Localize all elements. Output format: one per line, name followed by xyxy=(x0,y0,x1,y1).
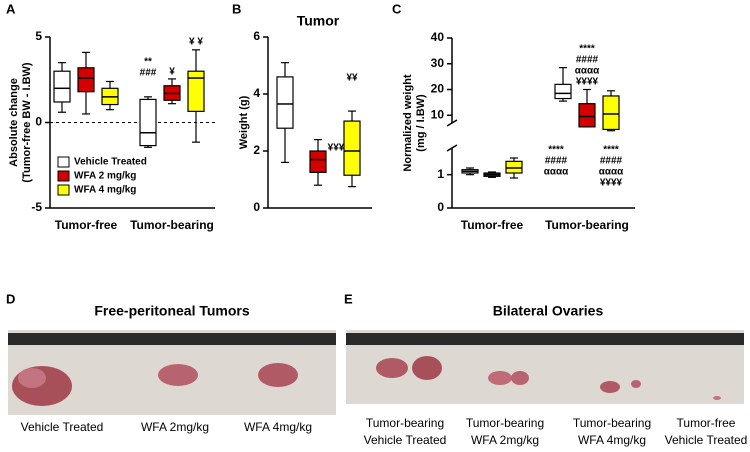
legend-label: Vehicle Treated xyxy=(74,157,147,168)
legend-label: WFA 4 mg/kg xyxy=(74,185,136,196)
panel-label: E xyxy=(344,291,353,306)
photo-caption: Vehicle Treated xyxy=(21,420,104,434)
annotation: #### xyxy=(545,156,568,167)
y-tick-label: 0 xyxy=(253,200,260,214)
annotation: ** xyxy=(144,57,152,68)
photo-title: Bilateral Ovaries xyxy=(493,303,604,319)
y-tick-label: 0 xyxy=(35,115,42,129)
chart: C Normalized weight (mg / I.BW) 0 1 10 20 30 40 T… xyxy=(392,1,635,232)
annotation: **** xyxy=(548,145,564,156)
panel-label: A xyxy=(6,1,16,16)
legend-swatch xyxy=(57,184,70,196)
photo xyxy=(346,330,744,404)
x-tick-label: Tumor-free xyxy=(55,218,118,232)
photo-caption: WFA 2mg/kg xyxy=(471,433,539,447)
box xyxy=(602,95,620,131)
annotation: ¥ ¥ xyxy=(189,37,203,48)
annotation: #### xyxy=(576,55,599,66)
annotation: αααα xyxy=(599,167,624,178)
legend-swatch xyxy=(57,170,70,182)
chart-title: Tumor xyxy=(297,13,340,29)
y-axis-label: Normalized weight xyxy=(402,74,414,172)
x-tick-label: Tumor-bearing xyxy=(130,218,214,232)
annotation: #### xyxy=(600,156,623,167)
y-tick-label: 30 xyxy=(431,56,445,70)
annotation: ¥¥¥¥ xyxy=(576,77,599,88)
y-tick-label: 6 xyxy=(253,29,260,43)
legend-label: WFA 2 mg/kg xyxy=(74,171,136,182)
photo-caption: Vehicle Treated xyxy=(665,433,748,447)
photo-caption: WFA 2mg/kg xyxy=(141,420,209,434)
box xyxy=(343,120,361,176)
photo-caption: Tumor-bearing xyxy=(573,416,651,430)
y-axis-label: (Tumor-free BW - I.BW) xyxy=(21,62,33,183)
annotation: ¥¥¥¥ xyxy=(600,178,623,189)
x-tick-label: Tumor-bearing xyxy=(545,218,629,232)
y-tick-label: 40 xyxy=(431,30,445,44)
panel-label: B xyxy=(232,1,241,16)
y-tick-label: 1 xyxy=(437,167,444,181)
box xyxy=(554,83,572,100)
legend-swatch xyxy=(57,156,70,168)
annotation: **** xyxy=(603,145,619,156)
y-tick-label: 20 xyxy=(431,82,445,96)
panel-label: C xyxy=(392,1,402,16)
photo-caption: Tumor-bearing xyxy=(466,416,544,430)
y-axis-label: Absolute change xyxy=(8,78,20,167)
annotation: αααα xyxy=(544,167,569,178)
photo-caption: WFA 4mg/kg xyxy=(578,433,646,447)
y-axis-label: (mg / I.BW) xyxy=(415,94,427,152)
x-tick-label: Tumor-free xyxy=(461,218,524,232)
y-tick-label: 10 xyxy=(431,107,445,121)
chart: A Absolute change (Tumor-free BW - I.BW) -5… xyxy=(6,1,215,232)
box xyxy=(276,76,294,129)
box xyxy=(77,67,95,93)
box xyxy=(53,70,71,103)
y-tick-label: 4 xyxy=(253,86,260,100)
y-tick-label: 2 xyxy=(253,143,260,157)
photo-caption: WFA 4mg/kg xyxy=(244,420,312,434)
axis-break xyxy=(446,144,458,152)
photo-title: Free-peritoneal Tumors xyxy=(94,303,250,319)
box xyxy=(187,70,205,112)
photo-caption: Vehicle Treated xyxy=(364,433,447,447)
annotation: ¥¥¥ xyxy=(328,143,345,154)
photo-caption: Tumor-free xyxy=(677,416,736,430)
photo-caption: Tumor-bearing xyxy=(366,416,444,430)
photo xyxy=(8,330,336,415)
box xyxy=(578,103,596,128)
box xyxy=(139,98,157,147)
box xyxy=(309,150,327,173)
y-tick-label: 5 xyxy=(35,29,42,43)
y-axis-label: Weight (g) xyxy=(238,95,250,149)
y-tick-label: -5 xyxy=(31,200,42,214)
panel-label: D xyxy=(6,291,15,306)
box xyxy=(505,160,523,174)
y-tick-label: 0 xyxy=(437,200,444,214)
annotation: αααα xyxy=(575,66,600,77)
annotation: **** xyxy=(579,44,595,55)
annotation: ¥ xyxy=(169,67,175,78)
annotation: ### xyxy=(140,68,157,79)
annotation: ¥¥ xyxy=(346,73,358,84)
axis-break xyxy=(446,119,458,127)
